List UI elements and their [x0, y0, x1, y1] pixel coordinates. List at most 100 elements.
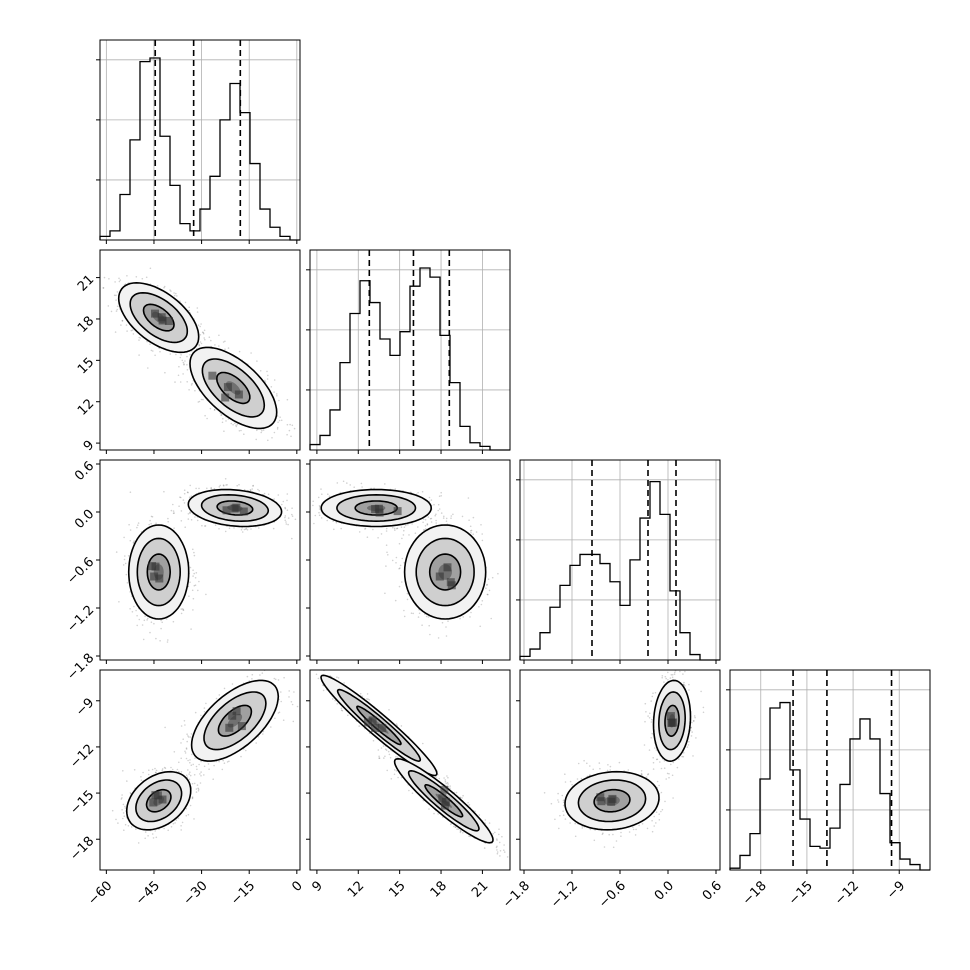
sample-point — [184, 526, 186, 528]
sample-point — [236, 423, 239, 426]
sample-point — [183, 364, 185, 366]
sample-point — [194, 577, 197, 579]
sample-point — [152, 350, 154, 352]
sample-point — [115, 551, 118, 553]
sample-point — [225, 484, 227, 486]
sample-point — [174, 381, 176, 383]
sample-point — [327, 493, 329, 496]
sample-point — [392, 526, 394, 529]
sample-point — [155, 522, 157, 524]
sample-point — [425, 528, 427, 530]
sample-point — [144, 615, 146, 617]
contour-line — [200, 493, 270, 523]
sample-point — [258, 490, 261, 492]
sample-point — [170, 509, 173, 512]
sample-point — [204, 414, 206, 417]
sample-point — [126, 582, 129, 584]
sample-point — [202, 398, 204, 401]
sample-point — [123, 536, 125, 539]
contour-line — [136, 537, 182, 607]
sample-point — [218, 334, 220, 337]
sample-point — [288, 429, 291, 432]
sample-point — [261, 429, 263, 432]
sample-point — [241, 531, 244, 533]
sample-point — [137, 522, 140, 524]
sample-point — [121, 320, 124, 322]
sample-point — [469, 530, 472, 532]
sample-point — [467, 497, 470, 499]
density-panel-0-1 — [96, 249, 301, 454]
sample-point — [147, 617, 149, 620]
sample-point — [124, 562, 127, 565]
sample-point — [138, 339, 140, 341]
sample-point — [227, 347, 230, 349]
sample-point — [440, 512, 443, 514]
sample-point — [402, 534, 405, 536]
sample-point — [430, 517, 433, 520]
sample-point — [424, 518, 427, 521]
sample-point — [480, 524, 482, 526]
sample-point — [192, 569, 194, 571]
sample-point — [102, 287, 105, 289]
sample-point — [192, 597, 195, 600]
sample-point — [116, 308, 119, 311]
sample-point — [364, 527, 367, 530]
sample-point — [440, 491, 443, 494]
sample-point — [189, 353, 191, 356]
sample-point — [284, 507, 287, 510]
density-panel-0-2 — [96, 459, 331, 664]
sample-point — [227, 418, 230, 420]
sample-point — [114, 331, 117, 333]
sample-point — [395, 556, 398, 559]
sample-point — [118, 601, 120, 603]
sample-point — [384, 483, 386, 485]
sample-point — [147, 367, 149, 369]
sample-point — [184, 360, 186, 362]
sample-point — [182, 361, 185, 364]
sample-point — [186, 491, 189, 494]
sample-point — [398, 567, 400, 570]
sample-point — [138, 618, 141, 621]
sample-point — [146, 619, 148, 621]
sample-point — [188, 389, 190, 391]
sample-point — [291, 507, 293, 510]
sample-point — [429, 633, 431, 636]
density-peak-cell — [151, 309, 159, 318]
contour-line — [146, 553, 172, 591]
sample-point — [178, 505, 180, 508]
sample-point — [271, 437, 273, 439]
sample-point — [202, 332, 205, 335]
sample-point — [238, 483, 240, 486]
sample-point — [219, 484, 221, 487]
sample-point — [264, 379, 266, 382]
contour-line — [187, 488, 283, 528]
sample-point — [373, 487, 375, 490]
sample-point — [417, 526, 419, 528]
sample-point — [201, 331, 204, 334]
sample-point — [198, 344, 201, 347]
sample-point — [188, 306, 190, 309]
sample-point — [287, 517, 290, 519]
sample-point — [329, 523, 331, 525]
sample-point — [250, 352, 252, 354]
sample-point — [290, 435, 292, 438]
sample-point — [156, 285, 159, 287]
sample-point — [155, 637, 157, 640]
sample-point — [190, 495, 193, 498]
sample-point — [138, 336, 140, 339]
sample-point — [115, 299, 117, 301]
sample-point — [192, 609, 194, 611]
sample-point — [116, 291, 119, 293]
sample-point — [284, 506, 286, 509]
sample-point — [170, 290, 172, 292]
sample-point — [163, 285, 166, 288]
sample-point — [272, 527, 275, 530]
sample-point — [181, 608, 184, 610]
sample-point — [513, 564, 515, 566]
sample-point — [276, 428, 279, 430]
sample-point — [221, 421, 224, 424]
sample-point — [385, 530, 388, 532]
sample-point — [183, 363, 185, 365]
contour-line — [215, 371, 251, 405]
